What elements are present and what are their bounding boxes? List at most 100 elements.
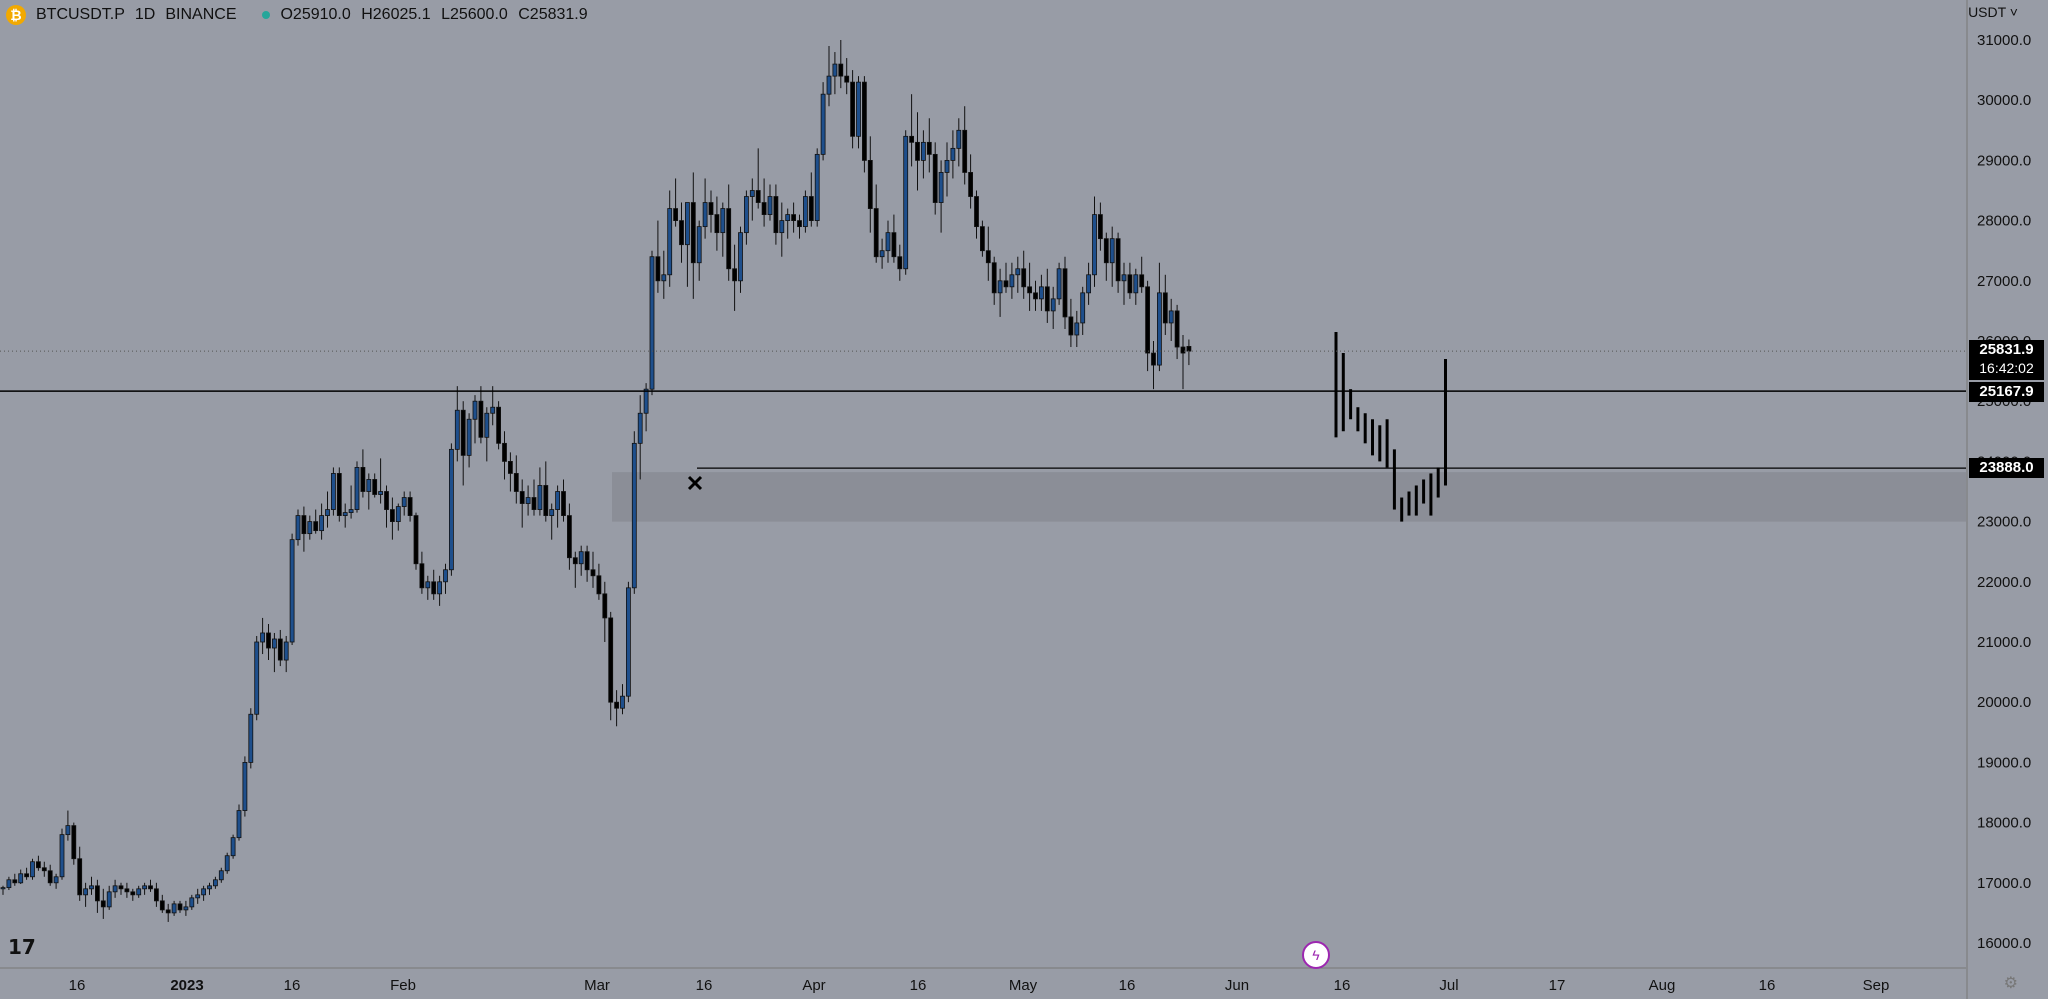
candle — [490, 386, 496, 426]
tradingview-logo-icon[interactable]: 17 — [8, 935, 36, 959]
candle-body — [478, 400, 484, 438]
candle-body — [1133, 274, 1139, 294]
price-tick-label: 16000.0 — [1977, 935, 2031, 952]
candle — [266, 623, 271, 661]
candle-body — [578, 551, 584, 565]
candle — [578, 545, 584, 576]
candle — [867, 136, 873, 233]
candle — [83, 882, 88, 907]
candle-body — [484, 412, 490, 438]
lightning-icon[interactable]: ϟ — [1302, 941, 1330, 969]
currency-selector[interactable]: USDT ˅ — [1968, 4, 2018, 20]
candle-body — [242, 762, 248, 811]
candle-body — [1068, 316, 1074, 336]
candle — [30, 858, 35, 880]
candle — [47, 864, 53, 886]
candle — [77, 846, 83, 901]
candle — [460, 401, 466, 486]
candle — [744, 190, 749, 245]
bitcoin-logo-icon: ₿ — [6, 5, 26, 25]
candle-body — [997, 280, 1003, 294]
candle-body — [903, 135, 909, 270]
candle-body — [897, 256, 903, 270]
candle — [679, 202, 684, 263]
candle-body — [572, 557, 578, 565]
candle-body — [708, 202, 714, 215]
candle — [254, 635, 260, 721]
level-2-tag[interactable]: 23888.0 — [1969, 458, 2044, 478]
symbol-name[interactable]: BTCUSDT.P — [36, 6, 125, 23]
candle-body — [124, 888, 130, 893]
candle — [1056, 262, 1062, 305]
candle-body — [549, 509, 555, 516]
candle — [165, 903, 171, 922]
candle-body — [224, 855, 230, 872]
candle-body — [354, 467, 360, 510]
candle — [720, 202, 726, 257]
candle-body — [537, 485, 543, 510]
candle-body — [1050, 298, 1056, 312]
price-tick-label: 20000.0 — [1977, 694, 2031, 711]
candle — [897, 244, 903, 281]
candle-body — [472, 400, 478, 420]
candle-body — [289, 539, 295, 643]
candle — [997, 268, 1003, 317]
candle — [484, 407, 490, 462]
candle-body — [667, 208, 673, 276]
candle-body — [59, 834, 65, 878]
candle-body — [649, 256, 655, 390]
candle — [915, 112, 920, 191]
candle-body — [454, 409, 460, 450]
candle-body — [838, 63, 844, 77]
candle-body — [985, 250, 991, 264]
candle — [814, 148, 820, 227]
candle — [1115, 232, 1121, 293]
candle — [1027, 262, 1032, 311]
candle — [808, 172, 814, 227]
high-value: H26025.1 — [361, 6, 431, 23]
candle-body — [567, 515, 572, 559]
candle — [726, 184, 732, 281]
candle-body — [1062, 268, 1068, 318]
candle — [95, 879, 100, 913]
candle — [6, 876, 12, 891]
candle — [242, 756, 248, 817]
candle — [596, 563, 602, 600]
candle — [620, 684, 625, 715]
candle-body — [142, 885, 148, 890]
candle — [1162, 274, 1168, 335]
candle-body — [384, 491, 389, 510]
candle — [832, 52, 838, 95]
candle-body — [460, 409, 466, 456]
candle-body — [1015, 268, 1021, 276]
candle-body — [791, 214, 796, 222]
candle — [366, 473, 372, 510]
candle — [319, 503, 325, 540]
time-tick-label: Feb — [390, 977, 416, 994]
candle — [384, 485, 389, 528]
candle-body — [1033, 292, 1038, 300]
candle — [212, 876, 218, 889]
candle — [330, 467, 336, 516]
candle-body — [283, 641, 289, 661]
level-1-tag[interactable]: 25167.9 — [1969, 382, 2044, 402]
candle — [1133, 268, 1139, 305]
candle — [218, 867, 224, 883]
candle-body — [378, 491, 384, 495]
candle-body — [1109, 238, 1115, 264]
demand-zone — [612, 472, 1966, 522]
candle-body — [207, 885, 212, 890]
candle — [336, 467, 342, 522]
candle-body — [590, 569, 596, 577]
candle-body — [360, 467, 366, 492]
candle-body — [909, 135, 914, 143]
candle-body — [1098, 214, 1103, 240]
candle — [761, 178, 767, 227]
interval-label[interactable]: 1D — [134, 6, 156, 23]
candle — [502, 431, 507, 480]
candle-body — [620, 695, 625, 709]
price-tick-label: 17000.0 — [1977, 875, 2031, 892]
gear-icon[interactable]: ⚙ — [2003, 975, 2018, 992]
